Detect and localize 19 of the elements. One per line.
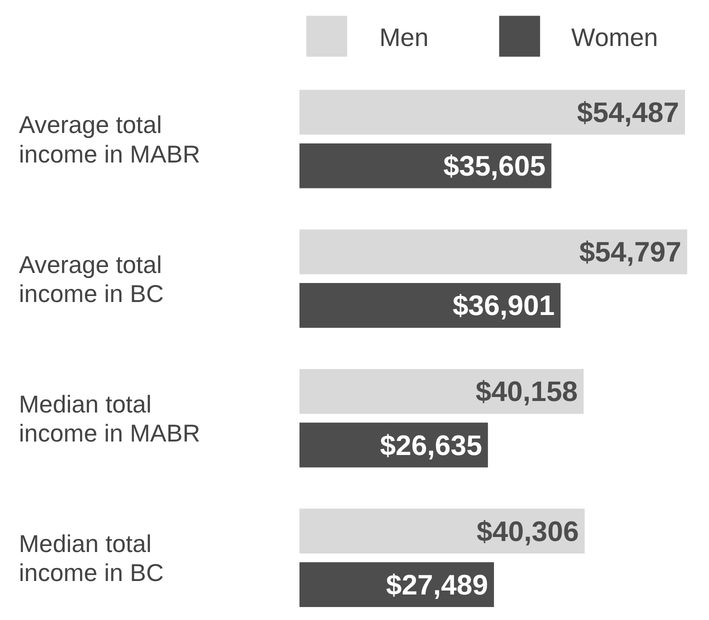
bar (299, 369, 584, 414)
y-tick-label: Median total income in MABR (18, 391, 200, 448)
data-label: $54,487 (577, 96, 680, 128)
y-tick-label: Average total income in BC (18, 252, 164, 308)
legend-label: Women (571, 24, 658, 52)
bar (299, 283, 561, 328)
data-label: $40,158 (476, 375, 578, 408)
bar (299, 508, 585, 554)
data-label: $40,306 (476, 514, 579, 547)
data-label: $27,489 (386, 568, 488, 600)
y-tick-label: Average total income in MABR (18, 112, 200, 168)
bar (299, 90, 685, 135)
data-label: $26,635 (380, 428, 482, 461)
data-label: $35,605 (443, 150, 546, 182)
data-label: $54,797 (579, 236, 682, 268)
bar (299, 229, 688, 274)
y-tick-label: Median total income in BC (18, 530, 164, 588)
data-label: $36,901 (452, 289, 555, 322)
legend-label: Men (379, 24, 429, 52)
